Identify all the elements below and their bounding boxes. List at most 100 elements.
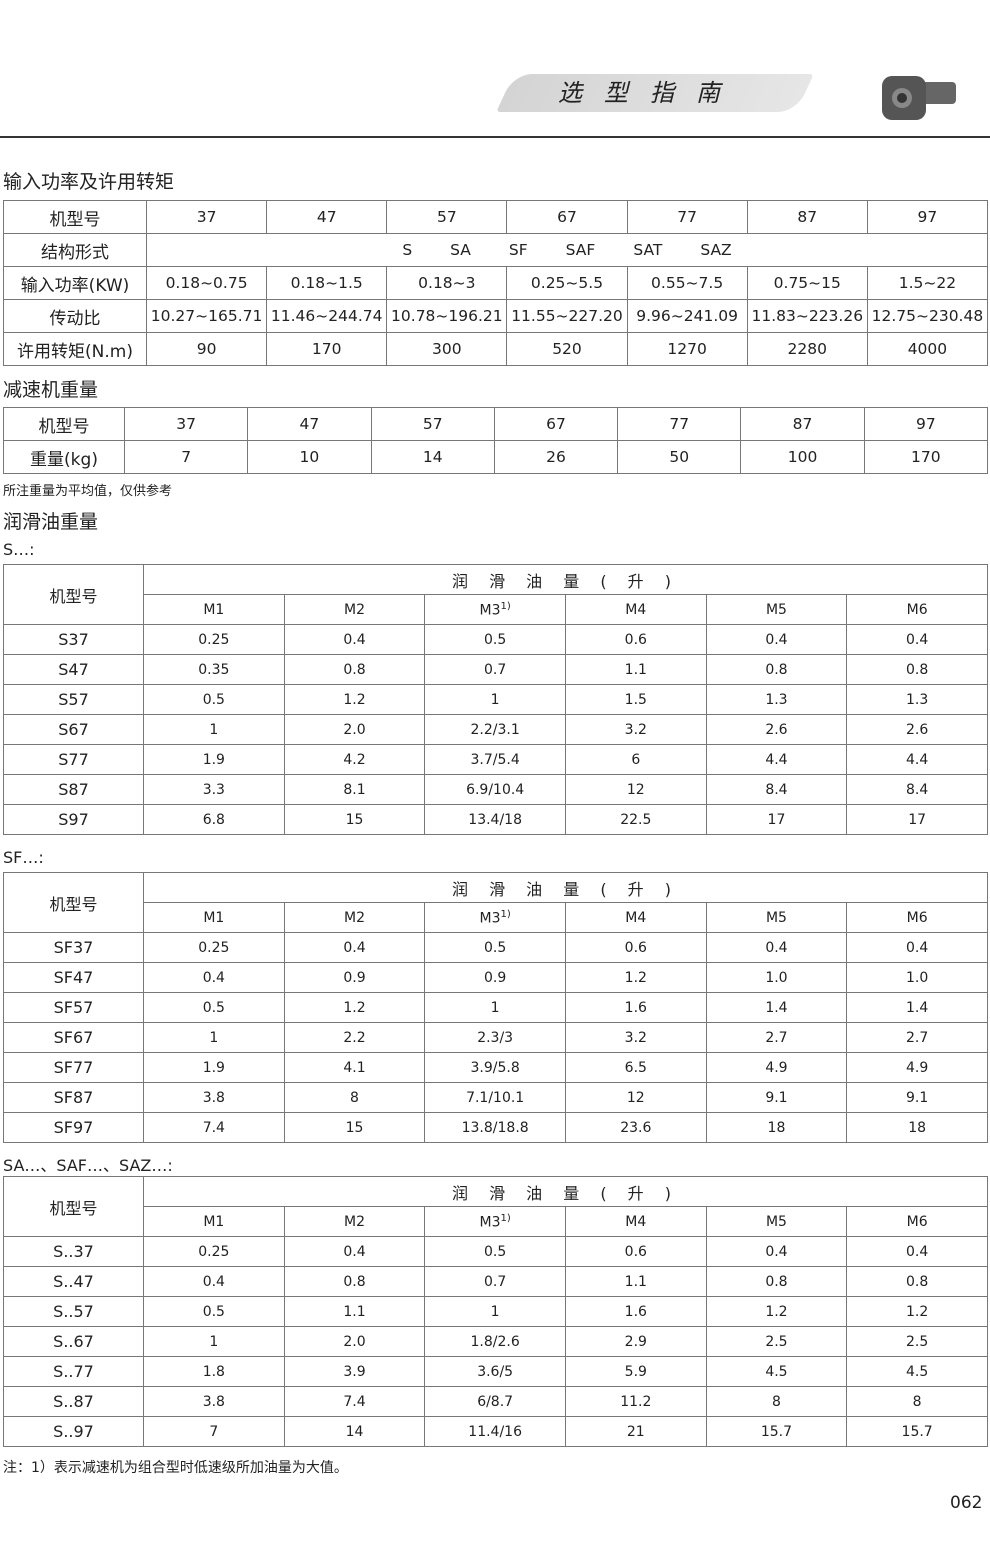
- table-row: S..47 0.4 0.8 0.7 1.1 0.8 0.8: [3, 1266, 988, 1297]
- table-cell: 170: [863, 440, 989, 474]
- table-cell: 11.2: [564, 1386, 707, 1417]
- table-cell: 1.0: [846, 962, 988, 993]
- section-title-power: 输入功率及许用转矩: [3, 171, 175, 193]
- table-cell: 4.4: [705, 744, 848, 775]
- table-cell: 97: [866, 200, 989, 234]
- table-cell: 1.9: [143, 1052, 285, 1083]
- position-header: M1: [143, 1206, 285, 1237]
- position-header: M31): [424, 594, 566, 625]
- table-cell: 7.1/10.1: [424, 1082, 566, 1113]
- row-label: S..57: [3, 1296, 144, 1327]
- row-label: SF47: [3, 962, 144, 993]
- table-row: S97 6.8 15 13.4/18 22.5 17 17: [3, 804, 988, 835]
- table-row: S..57 0.5 1.1 1 1.6 1.2 1.2: [3, 1296, 988, 1327]
- position-header: M6: [846, 902, 988, 933]
- table-cell: 2.6: [846, 714, 988, 745]
- position-label: M3: [479, 602, 501, 619]
- table-cell: 11.46~244.74: [266, 299, 388, 333]
- table-cell: 6: [564, 744, 707, 775]
- table-row: 许用转矩(N.m) 90 170 300 520 1270 2280 4000: [3, 332, 989, 366]
- table-row: 机型号润 滑 油 量 ( 升 ): [3, 1176, 988, 1237]
- table-cell: 0.4: [846, 624, 988, 655]
- model-header: 机型号: [3, 872, 144, 933]
- position-label: M1: [203, 909, 225, 926]
- table-cell: 0.6: [564, 1236, 707, 1267]
- table-cell: 6/8.7: [424, 1386, 566, 1417]
- table-cell: 11.55~227.20: [506, 299, 628, 333]
- position-label: M2: [343, 909, 365, 926]
- section-title-weight: 减速机重量: [3, 379, 99, 401]
- table-cell: 1.0: [705, 962, 848, 993]
- position-label: M5: [765, 909, 787, 926]
- table-row: S..97 7 14 11.4/16 21 15.7 15.7: [3, 1416, 988, 1447]
- row-label: S57: [3, 684, 144, 715]
- table-cell: 3.8: [143, 1386, 285, 1417]
- table-cell: 6.8: [143, 804, 285, 835]
- table-cell: 15: [283, 1112, 426, 1143]
- table-cell: 8: [846, 1386, 988, 1417]
- table-cell: 0.4: [705, 1236, 848, 1267]
- model-header: 机型号: [3, 564, 144, 625]
- table-cell: 1.5~22: [866, 266, 989, 300]
- position-header: M31): [424, 902, 566, 933]
- row-label: S47: [3, 654, 144, 685]
- table-cell: 2.5: [846, 1326, 988, 1357]
- row-label: SF57: [3, 992, 144, 1023]
- structure-type: S: [402, 241, 413, 259]
- table-cell: 17: [846, 804, 988, 835]
- oil-table-label: SA…、SAF…、SAZ…:: [3, 1156, 173, 1175]
- table-cell: 8: [705, 1386, 848, 1417]
- position-label: M5: [765, 1213, 787, 1230]
- model-header: 机型号: [3, 1176, 144, 1237]
- table-cell: 50: [617, 440, 742, 474]
- table-cell: 47: [247, 407, 372, 441]
- table-cell: 0.4: [143, 1266, 285, 1297]
- table-row: SF57 0.5 1.2 1 1.6 1.4 1.4: [3, 992, 988, 1023]
- page-number: 062: [950, 1493, 983, 1513]
- position-header: M31): [424, 1206, 566, 1237]
- table-row: 机型号 37 47 57 67 77 87 97: [3, 200, 989, 234]
- table-cell: 37: [123, 407, 249, 441]
- table-cell: 1.9: [143, 744, 285, 775]
- position-label: M6: [906, 1213, 928, 1230]
- table-cell: 1.2: [564, 962, 707, 993]
- table-cell: 6.9/10.4: [424, 774, 566, 805]
- table-cell: 37: [145, 200, 268, 234]
- table-cell: 1: [143, 714, 285, 745]
- table-cell: 18: [705, 1112, 848, 1143]
- table-row: S57 0.5 1.2 1 1.5 1.3 1.3: [3, 684, 988, 715]
- position-label: M6: [906, 601, 928, 618]
- table-cell: 0.4: [283, 932, 426, 963]
- table-cell: 13.8/18.8: [424, 1112, 566, 1143]
- row-label: S..87: [3, 1386, 144, 1417]
- table-row: S87 3.3 8.1 6.9/10.4 12 8.4 8.4: [3, 774, 988, 805]
- oil-table-sa-saf-saz: 机型号润 滑 油 量 ( 升 ) M1 M2 M31) M4 M5 M6 S..37 0.25 0…: [3, 1176, 988, 1447]
- footnote-marker: 1): [500, 1212, 511, 1224]
- position-header: M4: [564, 594, 707, 625]
- table-cell: 12.75~230.48: [866, 299, 989, 333]
- table-cell: 1.8/2.6: [424, 1326, 566, 1357]
- row-label: 重量(kg): [3, 440, 125, 474]
- table-cell: 1270: [626, 332, 748, 366]
- table-cell: 4000: [866, 332, 989, 366]
- row-label: S77: [3, 744, 144, 775]
- table-cell: 1: [424, 992, 566, 1023]
- table-cell: 11.4/16: [424, 1416, 566, 1447]
- weight-table: 机型号 37 47 57 67 77 87 97 重量(kg) 7 10 14 26 50 100 170: [3, 407, 989, 474]
- table-cell: 1.4: [846, 992, 988, 1023]
- table-cell: 170: [266, 332, 388, 366]
- table-cell: 0.18~3: [386, 266, 508, 300]
- row-label: 机型号: [3, 200, 147, 234]
- table-cell: 0.55~7.5: [626, 266, 748, 300]
- table-cell: 2.3/3: [424, 1022, 566, 1053]
- table-cell: 7.4: [283, 1386, 426, 1417]
- table-cell: 1.6: [564, 992, 707, 1023]
- table-cell: 2.7: [846, 1022, 988, 1053]
- row-label: SF77: [3, 1052, 144, 1083]
- row-label: S..97: [3, 1416, 144, 1447]
- table-cell: 0.4: [705, 624, 848, 655]
- position-header: M6: [846, 1206, 988, 1237]
- table-cell: 1: [424, 1296, 566, 1327]
- table-cell: 3.2: [564, 1022, 707, 1053]
- table-cell: 0.25~5.5: [506, 266, 628, 300]
